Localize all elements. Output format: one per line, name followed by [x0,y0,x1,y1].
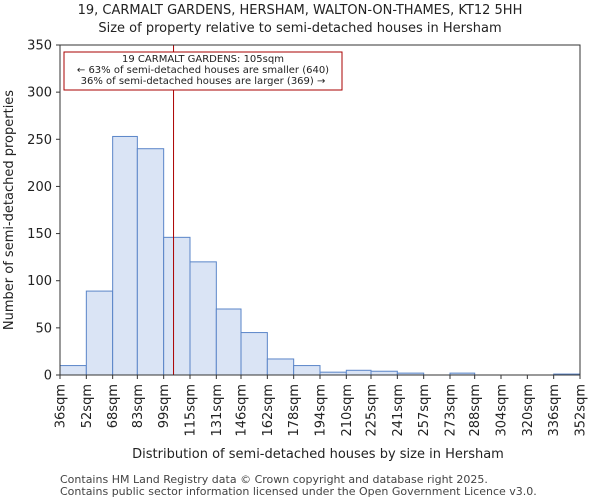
bar-146sqm [240,332,268,376]
x-tick-label-162sqm: 162sqm [261,384,276,437]
x-axis-label: Distribution of semi-detached houses by … [132,447,504,462]
y-tick-label-100: 100 [27,274,52,289]
bar-162sqm [266,358,295,376]
chart-title: 19, CARMALT GARDENS, HERSHAM, WALTON-ON-… [78,3,523,18]
bar-52sqm [85,290,114,376]
y-tick-label-250: 250 [27,133,52,148]
bar-115sqm [189,261,217,376]
x-tick-label-36sqm: 36sqm [54,384,69,428]
x-tick-label-115sqm: 115sqm [184,384,199,437]
marker-annotation: 19 CARMALT GARDENS: 105sqm ← 63% of semi… [63,51,343,91]
x-tick-label-52sqm: 52sqm [80,384,95,428]
bar-99sqm [163,236,191,376]
annotation-line-1: 19 CARMALT GARDENS: 105sqm [122,54,284,65]
x-tick-label-210sqm: 210sqm [340,384,355,437]
x-tick-label-288sqm: 288sqm [468,384,483,437]
y-tick-label-200: 200 [27,180,52,195]
x-tick-label-146sqm: 146sqm [235,384,250,437]
chart-subtitle: Size of property relative to semi-detach… [98,21,501,36]
x-tick-label-273sqm: 273sqm [444,384,459,437]
bar-68sqm [112,135,138,376]
bar-131sqm [215,308,242,376]
x-tick-label-304sqm: 304sqm [495,384,510,437]
y-tick-label-350: 350 [27,39,52,54]
x-tick-label-336sqm: 336sqm [547,384,562,437]
x-tick-label-320sqm: 320sqm [521,384,536,437]
annotation-line-2: ← 63% of semi-detached houses are smalle… [77,65,329,76]
bar-210sqm [345,369,372,376]
x-tick-label-68sqm: 68sqm [106,384,121,428]
x-tick-label-99sqm: 99sqm [157,384,172,428]
bars-group [59,135,581,376]
y-tick-label-300: 300 [27,86,52,101]
y-tick-label-150: 150 [27,227,52,242]
footer-line-1: Contains HM Land Registry data © Crown c… [60,473,488,486]
bar-225sqm [370,370,398,376]
plot-frame [59,44,581,376]
y-tick-label-50: 50 [35,321,52,336]
x-tick-label-257sqm: 257sqm [417,384,432,437]
annotation-line-3: 36% of semi-detached houses are larger (… [81,76,326,87]
y-tick-label-0: 0 [44,369,52,384]
y-axis: 0 50 100 150 200 250 300 350 [27,39,60,384]
x-tick-label-194sqm: 194sqm [314,384,329,437]
y-axis-label: Number of semi-detached properties [2,90,17,330]
x-axis: 36sqm 52sqm 68sqm 83sqm 99sqm 115sqm 131sqm 146… [54,375,589,437]
bar-36sqm [59,365,87,376]
bar-178sqm [293,365,321,376]
x-tick-label-352sqm: 352sqm [574,384,589,437]
x-tick-label-241sqm: 241sqm [391,384,406,437]
x-tick-label-178sqm: 178sqm [287,384,302,437]
x-tick-label-131sqm: 131sqm [210,384,225,437]
x-tick-label-83sqm: 83sqm [131,384,146,428]
footer-line-2: Contains public sector information licen… [60,485,537,498]
annotation-box [63,51,343,91]
x-tick-label-225sqm: 225sqm [365,384,380,437]
bar-83sqm [136,148,165,376]
